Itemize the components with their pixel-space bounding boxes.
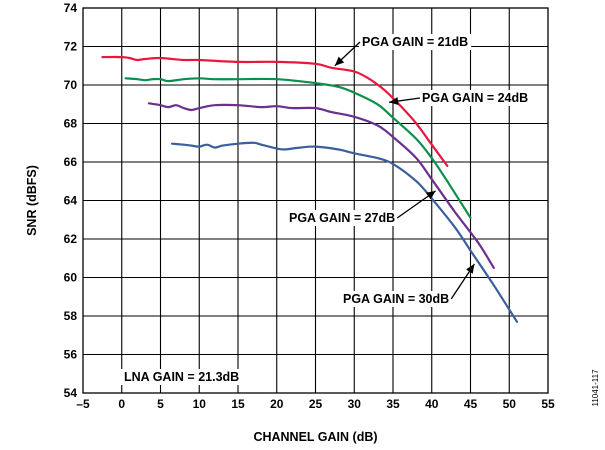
annotation-background: [340, 291, 453, 307]
y-axis-title: SNR (dBFS): [25, 165, 39, 236]
annotation-background: [419, 90, 532, 106]
annotation-lna-gain-21-3db: LNA GAIN = 21.3dB: [121, 369, 243, 385]
annotation-background: [359, 34, 472, 50]
series-line-pga-gain-21db: [101, 55, 449, 167]
tick-labels: –5 0 5 10 15 20 25 30 35 40 45 50 55 54 56 58 60 62 64 66 68…: [64, 1, 555, 411]
y-tick-label: 68: [64, 117, 78, 131]
series-line-pga-gain-27db: [147, 102, 495, 269]
y-tick-label: 66: [64, 155, 78, 169]
x-tick-label: 50: [503, 397, 517, 411]
annotation-label: PGA GAIN = 27dB: [289, 211, 395, 225]
x-tick-label: 10: [193, 397, 207, 411]
annotation-background: [121, 369, 243, 385]
annotation-pga-gain-27db: PGA GAIN = 27dB: [286, 190, 436, 226]
annotation-label: PGA GAIN = 24dB: [422, 91, 528, 105]
annotation-pga-gain-24db: PGA GAIN = 24dB: [389, 90, 532, 106]
annotation-arrowhead: [466, 264, 475, 274]
annotations: PGA GAIN = 21dB PGA GAIN = 24dB PGA GAIN =…: [121, 34, 532, 385]
annotation-arrowhead: [389, 97, 399, 106]
x-tick-label: 40: [425, 397, 439, 411]
x-tick-label: 25: [309, 397, 323, 411]
x-tick-label: –5: [76, 397, 90, 411]
grid: [83, 8, 548, 393]
annotation-label: PGA GAIN = 21dB: [362, 35, 468, 49]
y-tick-label: 58: [64, 309, 78, 323]
figure-id: 11041-117: [591, 369, 600, 407]
x-tick-label: 5: [157, 397, 164, 411]
y-tick-label: 56: [64, 348, 78, 362]
y-tick-label: 74: [64, 1, 78, 15]
y-tick-label: 72: [64, 40, 78, 54]
annotation-background: [286, 210, 399, 226]
series-line-pga-gain-24db: [124, 77, 472, 219]
y-tick-label: 60: [64, 271, 78, 285]
y-tick-label: 62: [64, 232, 78, 246]
x-tick-label: 15: [231, 397, 245, 411]
series-line-pga-gain-30db: [171, 141, 519, 323]
annotation-pga-gain-30db: PGA GAIN = 30dB: [340, 263, 475, 307]
annotation-arrowhead: [334, 56, 345, 66]
x-tick-label: 35: [386, 397, 400, 411]
annotation-label: PGA GAIN = 30dB: [343, 292, 449, 306]
x-tick-label: 0: [118, 397, 125, 411]
annotation-label: LNA GAIN = 21.3dB: [124, 370, 239, 384]
annotation-pga-gain-21db: PGA GAIN = 21dB: [334, 34, 472, 67]
x-tick-label: 55: [541, 397, 555, 411]
x-axis-title: CHANNEL GAIN (dB): [253, 430, 377, 444]
x-tick-label: 20: [270, 397, 284, 411]
x-tick-label: 45: [464, 397, 478, 411]
y-tick-label: 54: [64, 386, 78, 400]
plot-frame: [82, 7, 549, 394]
y-tick-label: 64: [64, 194, 78, 208]
data-series: [101, 55, 519, 323]
x-tick-label: 30: [348, 397, 362, 411]
y-tick-label: 70: [64, 78, 78, 92]
annotation-arrowhead: [425, 190, 436, 200]
